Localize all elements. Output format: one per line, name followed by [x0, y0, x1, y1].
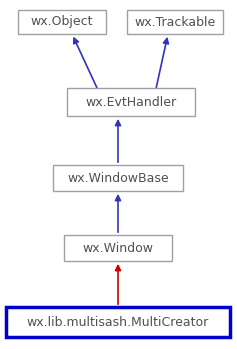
- FancyBboxPatch shape: [53, 165, 183, 191]
- Text: wx.Trackable: wx.Trackable: [134, 15, 216, 29]
- Text: wx.Object: wx.Object: [31, 15, 93, 29]
- Text: wx.lib.multisash.MultiCreator: wx.lib.multisash.MultiCreator: [27, 315, 209, 328]
- FancyBboxPatch shape: [64, 235, 172, 261]
- Text: wx.WindowBase: wx.WindowBase: [67, 171, 169, 185]
- FancyBboxPatch shape: [18, 10, 106, 34]
- Text: wx.EvtHandler: wx.EvtHandler: [85, 96, 177, 109]
- FancyBboxPatch shape: [6, 307, 230, 337]
- FancyBboxPatch shape: [127, 10, 223, 34]
- Text: wx.Window: wx.Window: [82, 242, 154, 254]
- FancyBboxPatch shape: [67, 88, 195, 116]
